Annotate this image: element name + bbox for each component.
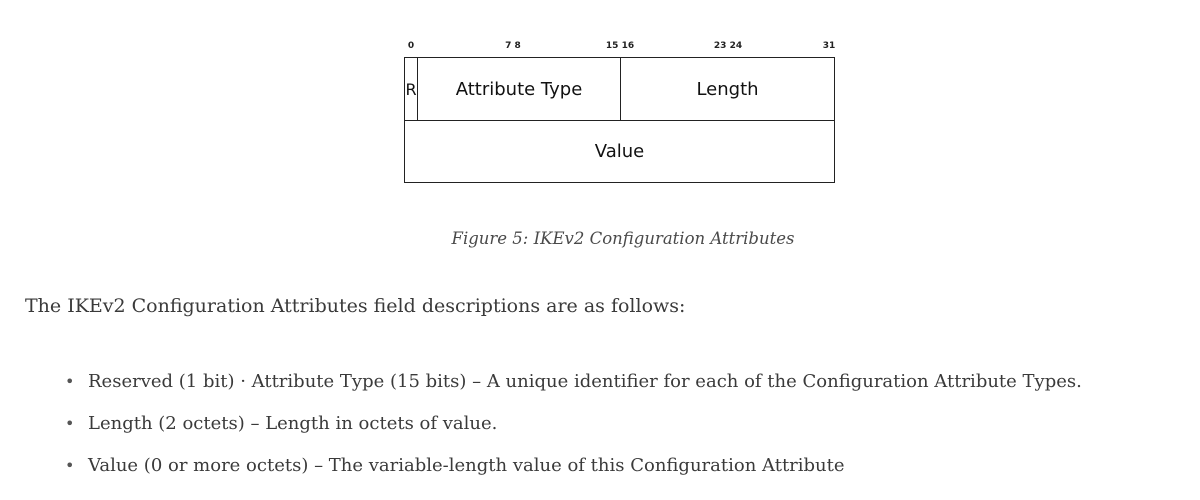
bit-label-31: 31 [822,41,836,51]
intro-paragraph: The IKEv2 Configuration Attributes field… [25,295,686,317]
bullet-icon: • [65,456,75,475]
bullet-icon: • [65,414,75,433]
ikev2-config-attributes-figure: 0 7 8 15 16 23 24 31 R Attribute Type Le… [404,41,836,248]
length-field: Length [696,79,759,100]
value-field: Value [594,141,645,162]
field-description-list: • Reserved (1 bit) · Attribute Type (15 … [62,366,1082,492]
field-description-text: Reserved (1 bit) · Attribute Type (15 bi… [88,371,1082,392]
bullet-icon: • [65,372,75,391]
bit-label-23-24: 23 24 [713,41,743,51]
list-item: • Reserved (1 bit) · Attribute Type (15 … [62,366,1082,408]
row-divider [405,120,834,121]
field-description-text: Length (2 octets) – Length in octets of … [88,413,498,434]
figure-caption: Figure 5: IKEv2 Configuration Attributes [451,229,795,248]
list-item: • Value (0 or more octets) – The variabl… [62,450,1082,492]
list-item: • Length (2 octets) – Length in octets o… [62,408,1082,450]
bit-label-0: 0 [407,41,415,51]
bit-label-7-8: 7 8 [505,41,521,51]
packet-format-box: R Attribute Type Length Value [404,57,835,183]
bit-label-15-16: 15 16 [605,41,635,51]
reserved-bit-field: R [405,58,418,121]
attribute-type-field: Attribute Type [418,58,621,121]
field-description-text: Value (0 or more octets) – The variable-… [88,455,845,476]
